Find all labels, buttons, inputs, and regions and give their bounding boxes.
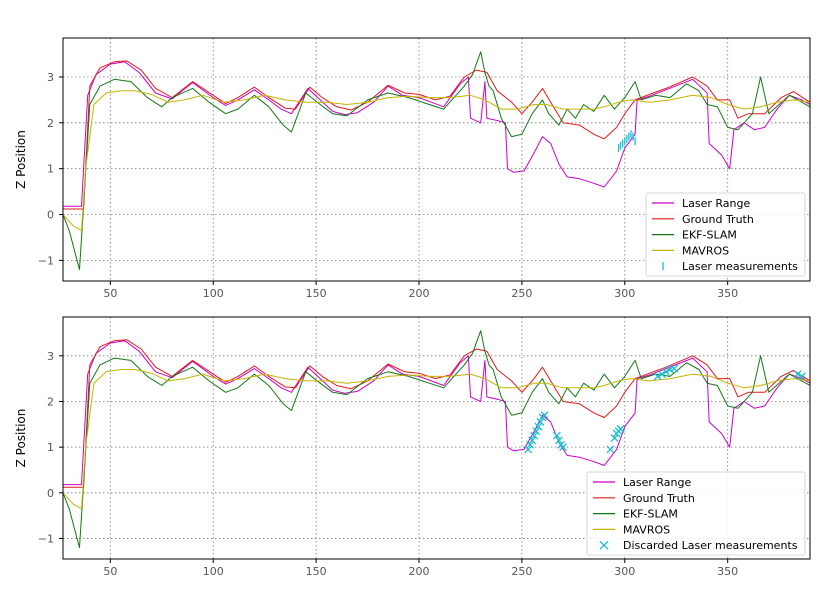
x-tick-label: 50 bbox=[103, 287, 117, 300]
legend bbox=[645, 192, 806, 277]
measurement-marker bbox=[532, 427, 541, 436]
x-tick-label: 300 bbox=[614, 565, 635, 578]
measurement-marker bbox=[540, 411, 549, 420]
measurement-marker bbox=[606, 445, 615, 454]
x-tick-label: 250 bbox=[511, 287, 532, 300]
x-tick-label: 50 bbox=[103, 565, 117, 578]
series-line-ground-truth bbox=[63, 339, 810, 488]
y-tick-label: 1 bbox=[47, 441, 54, 454]
series-line-laser-range bbox=[63, 340, 810, 486]
x-tick-label: 200 bbox=[409, 287, 430, 300]
measurement-marker bbox=[797, 372, 806, 381]
y-tick-label: 1 bbox=[47, 163, 54, 176]
y-tick-label: 0 bbox=[47, 209, 54, 222]
x-tick-label: 250 bbox=[511, 565, 532, 578]
measurement-marker bbox=[653, 372, 662, 381]
measurement-marker bbox=[793, 370, 802, 379]
y-tick-label: −1 bbox=[38, 254, 54, 267]
legend-label-laser-range: Laser Range bbox=[682, 197, 750, 210]
series-line-ground-truth bbox=[63, 60, 810, 210]
series-line-mavros bbox=[63, 90, 810, 232]
measurement-marker bbox=[524, 445, 533, 454]
x-tick-label: 300 bbox=[614, 287, 635, 300]
x-tick-label: 350 bbox=[717, 565, 738, 578]
measurement-marker bbox=[559, 443, 568, 452]
legend-label-laser-measurements: Laser measurements bbox=[682, 260, 798, 273]
legend-label-laser-range: Laser Range bbox=[623, 476, 691, 489]
x-tick-label: 200 bbox=[409, 565, 430, 578]
y-tick-label: 0 bbox=[47, 487, 54, 500]
bottom-plot: 50 100 150 200 250 300 350 −1 0 1 2 3 Z Position Lase… bbox=[14, 316, 811, 578]
y-axis-label: Z Position bbox=[14, 409, 28, 468]
measurement-marker bbox=[670, 364, 679, 373]
y-tick-label: 2 bbox=[47, 395, 54, 408]
legend-label-ground-truth: Ground Truth bbox=[623, 492, 695, 505]
measurement-marker bbox=[536, 418, 545, 426]
series-line-mavros bbox=[63, 369, 810, 510]
legend-label-mavros: MAVROS bbox=[623, 523, 670, 536]
measurement-marker bbox=[530, 431, 539, 440]
measurement-marker bbox=[661, 367, 670, 376]
x-tick-label: 150 bbox=[306, 287, 327, 300]
legend-label-mavros: MAVROS bbox=[682, 244, 729, 257]
series-line-ekf-slam bbox=[63, 51, 810, 270]
measurement-marker bbox=[610, 434, 619, 442]
legend-label-ekf-slam: EKF-SLAM bbox=[623, 508, 678, 521]
y-tick-label: −1 bbox=[38, 532, 54, 545]
measurement-marker bbox=[554, 436, 563, 445]
measurement-marker bbox=[526, 440, 535, 449]
y-tick-label: 2 bbox=[47, 117, 54, 130]
legend-label-ekf-slam: EKF-SLAM bbox=[682, 229, 737, 242]
measurement-marker bbox=[528, 436, 537, 445]
x-tick-label: 350 bbox=[717, 287, 738, 300]
measurement-marker bbox=[616, 424, 625, 433]
top-plot: 50 100 150 200 250 300 350 −1 0 1 2 3 Z Position Lase… bbox=[14, 37, 811, 300]
legend bbox=[586, 471, 806, 556]
measurement-marker bbox=[552, 431, 561, 440]
x-tick-label: 100 bbox=[203, 287, 224, 300]
plot-frame bbox=[62, 37, 811, 282]
legend-swatch-discarded-laser-measurements bbox=[599, 540, 609, 550]
series-line-ekf-slam bbox=[63, 330, 810, 549]
legend-label-ground-truth: Ground Truth bbox=[682, 213, 754, 226]
series-line-laser-range bbox=[63, 61, 810, 207]
x-tick-label: 150 bbox=[306, 565, 327, 578]
y-axis-label: Z Position bbox=[14, 130, 28, 189]
y-tick-label: 3 bbox=[47, 71, 54, 84]
plot-frame bbox=[62, 316, 811, 560]
measurement-marker bbox=[534, 422, 543, 431]
y-tick-label: 3 bbox=[47, 350, 54, 363]
legend-label-discarded-laser-measurements: Discarded Laser measurements bbox=[623, 539, 798, 552]
x-tick-label: 100 bbox=[203, 565, 224, 578]
measurement-marker bbox=[657, 370, 666, 379]
